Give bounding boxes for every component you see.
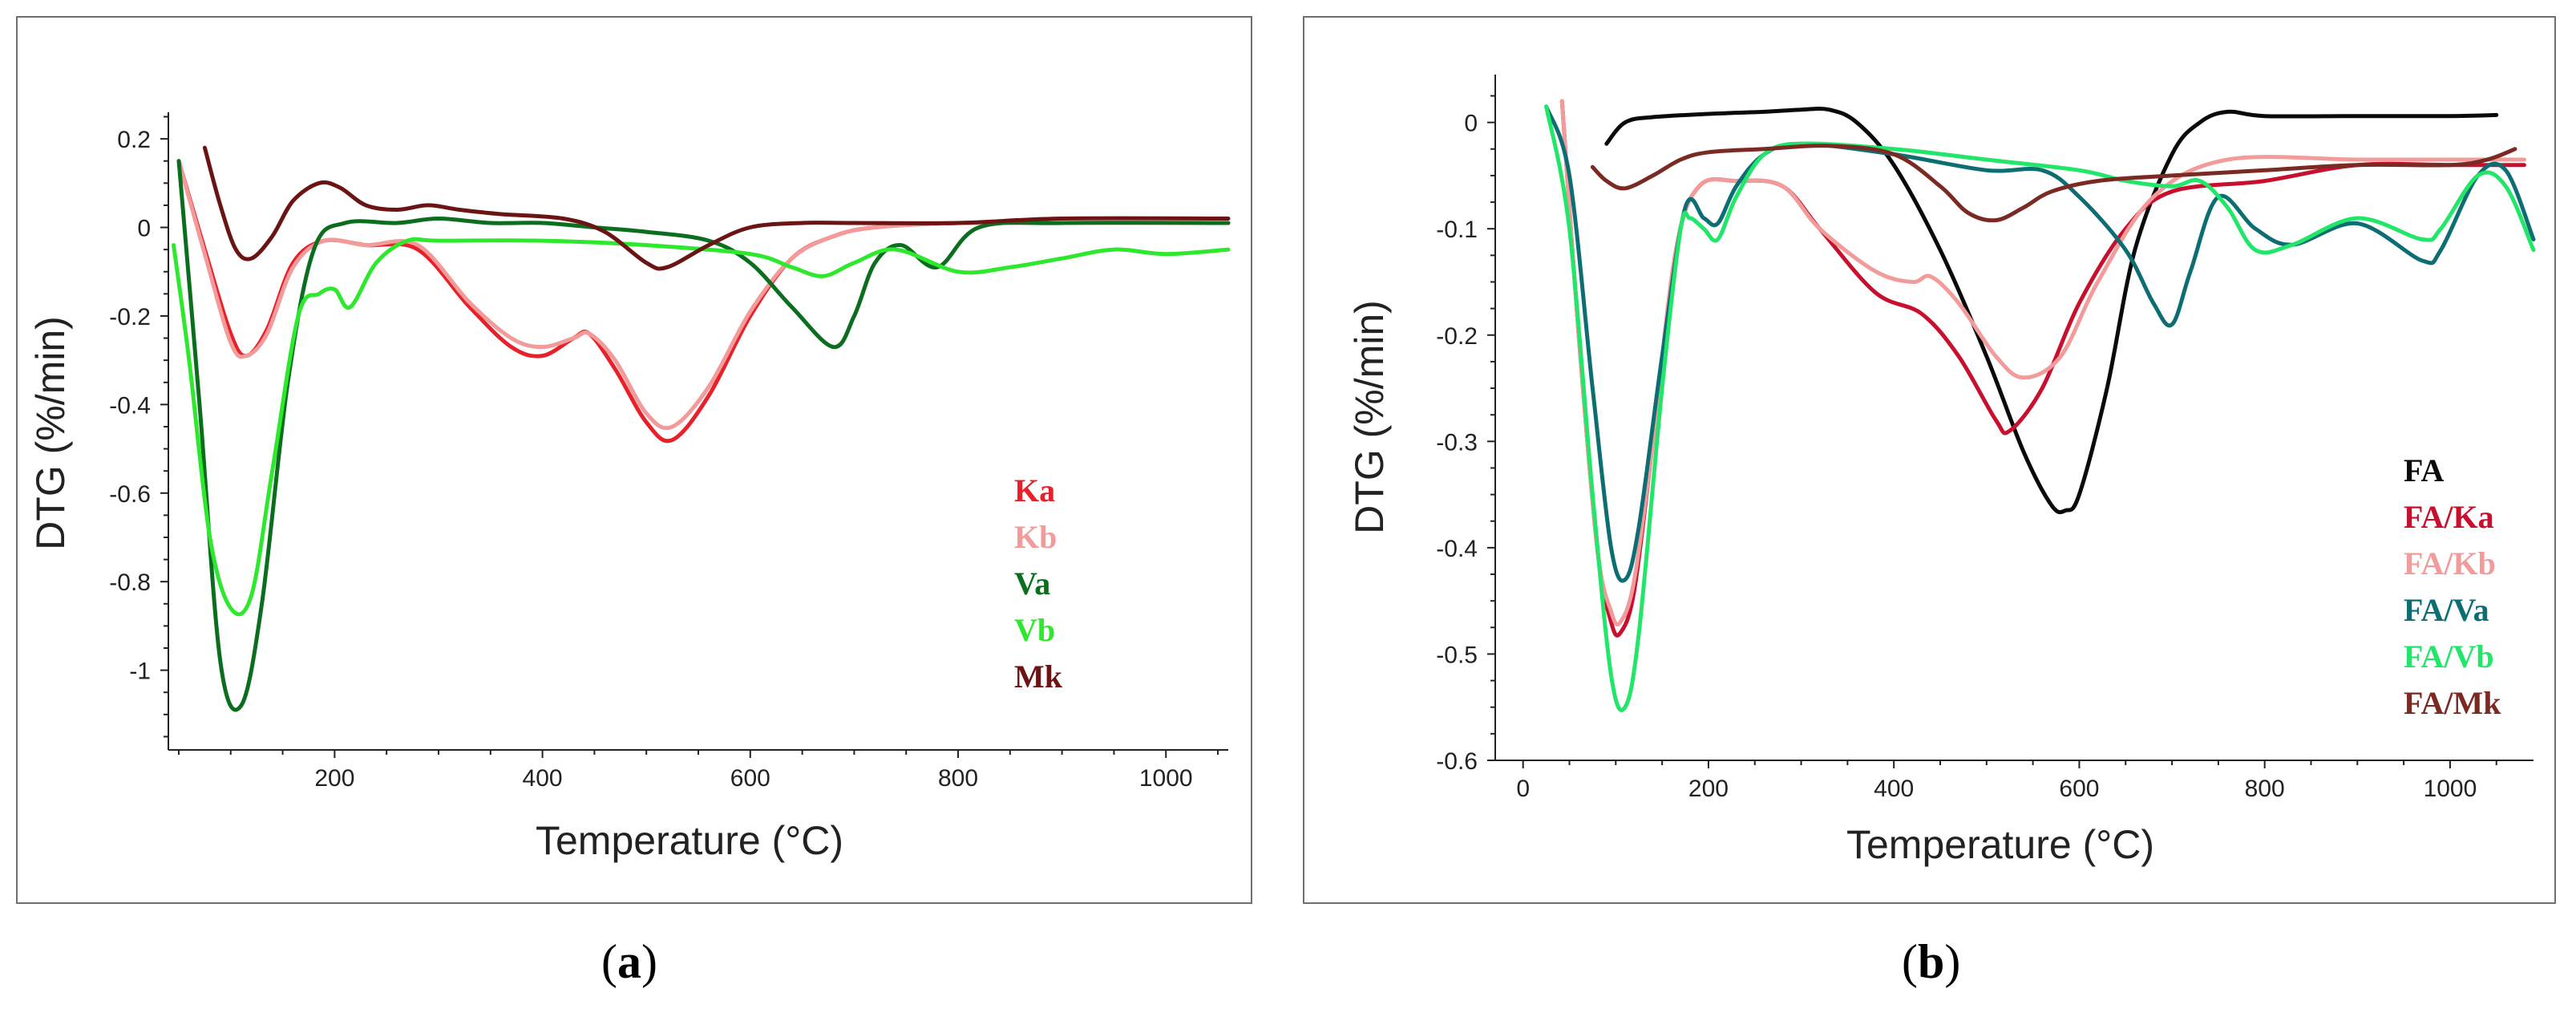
x-tick-label-b: 600 <box>2059 776 2099 802</box>
series-line-b-fa-kb <box>1559 99 2526 627</box>
y-tick-label-a: -0.2 <box>109 304 151 330</box>
caption-a-open: ( <box>601 935 617 988</box>
chart-panel-a <box>16 16 1252 904</box>
x-tick-label-b: 800 <box>2245 776 2285 802</box>
x-tick-label-a: 800 <box>938 765 978 792</box>
caption-b-letter: b <box>1917 935 1945 988</box>
legend-entry-b-fa-vb: FA/Vb <box>2404 638 2494 675</box>
x-tick-label-b: 400 <box>1874 776 1914 802</box>
y-tick-label-a: -0.8 <box>109 569 151 596</box>
y-tick-label-a: -0.6 <box>109 481 151 508</box>
series-line-b-fa-vb <box>1544 104 2536 712</box>
y-tick-label-b: -0.1 <box>1436 217 1478 243</box>
series-line-a-mk <box>202 145 1231 271</box>
y-tick-label-a: -0.4 <box>109 392 151 419</box>
legend-entry-a-ka: Ka <box>1014 472 1055 508</box>
y-tick-label-b: 0 <box>1464 111 1478 137</box>
y-tick-label-b: -0.6 <box>1436 748 1478 775</box>
y-axis-title-b: DTG (%/min) <box>1347 300 1392 534</box>
caption-b-close: ) <box>1944 935 1961 988</box>
x-tick-label-a: 400 <box>523 765 563 792</box>
caption-a-letter: a <box>617 935 641 988</box>
y-axis-title-a: DTG (%/min) <box>28 316 73 550</box>
legend-entry-a-mk: Mk <box>1014 658 1063 695</box>
series-line-b-fa-mk <box>1590 144 2517 223</box>
caption-b-open: ( <box>1902 935 1918 988</box>
series-line-a-kb <box>176 159 1231 431</box>
legend-entry-b-fa-ka: FA/Ka <box>2404 499 2494 535</box>
legend-entry-b-fa: FA <box>2404 452 2444 488</box>
y-tick-label-b: -0.2 <box>1436 323 1478 350</box>
y-tick-label-b: -0.3 <box>1436 429 1478 456</box>
series-line-a-va <box>176 159 1231 712</box>
legend-entry-a-kb: Kb <box>1014 519 1057 555</box>
x-tick-label-b: 0 <box>1516 776 1530 802</box>
x-tick-label-a: 1000 <box>1139 765 1193 792</box>
caption-b: (b) <box>1902 934 1960 990</box>
legend-entry-a-vb: Vb <box>1014 612 1055 648</box>
y-tick-label-b: -0.5 <box>1436 642 1478 668</box>
legend-entry-a-va: Va <box>1014 565 1050 602</box>
legend-entry-b-fa-va: FA/Va <box>2404 592 2489 628</box>
y-tick-label-a: -1 <box>129 658 151 685</box>
x-tick-label-b: 1000 <box>2424 776 2477 802</box>
y-tick-label-b: -0.4 <box>1436 536 1478 562</box>
y-tick-label-a: 0.2 <box>117 127 151 153</box>
caption-a: (a) <box>601 934 657 990</box>
x-tick-label-a: 600 <box>730 765 770 792</box>
x-tick-label-a: 200 <box>314 765 354 792</box>
legend-entry-b-fa-kb: FA/Kb <box>2404 545 2496 581</box>
series-line-a-ka <box>176 159 1231 444</box>
x-axis-title-a: Temperature (°C) <box>536 818 843 863</box>
x-tick-label-b: 200 <box>1688 776 1729 802</box>
caption-a-close: ) <box>641 935 657 988</box>
legend-entry-b-fa-mk: FA/Mk <box>2404 685 2501 721</box>
x-axis-title-b: Temperature (°C) <box>1846 822 2154 867</box>
series-line-b-fa-va <box>1544 104 2536 583</box>
series-line-b-fa-ka <box>1559 99 2526 638</box>
series-line-a-vb <box>172 237 1231 617</box>
y-tick-label-a: 0 <box>137 216 151 242</box>
series-line-b-fa <box>1604 106 2499 515</box>
